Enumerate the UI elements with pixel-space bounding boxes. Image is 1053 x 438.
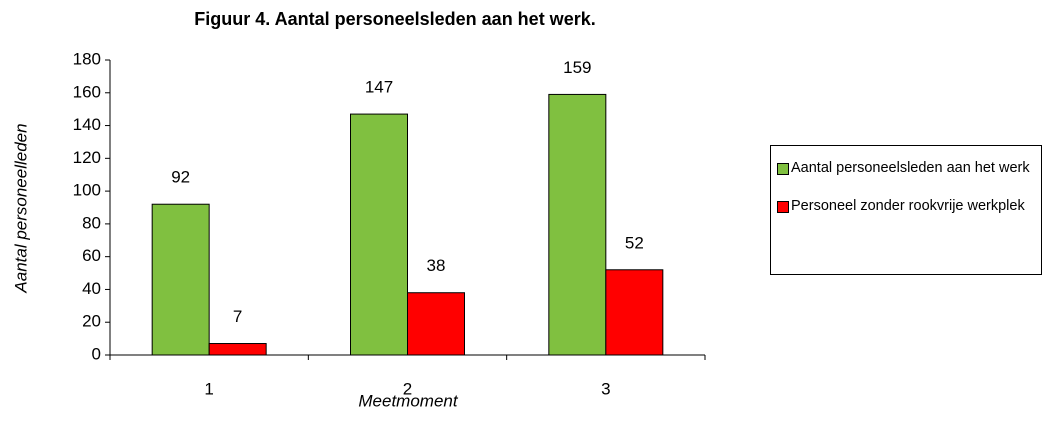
y-tick-label: 180 (73, 49, 101, 68)
data-label: 92 (171, 168, 190, 187)
chart-title: Figuur 4. Aantal personeelsleden aan het… (194, 9, 595, 29)
data-label: 7 (233, 307, 242, 326)
bar (548, 93, 607, 356)
y-tick-label: 20 (82, 312, 101, 331)
x-tick-label: 1 (204, 379, 213, 398)
y-tick-label: 60 (82, 246, 101, 265)
y-tick-label: 120 (73, 148, 101, 167)
bar (605, 269, 664, 356)
y-tick-label: 80 (82, 213, 101, 232)
y-tick-label: 40 (82, 279, 101, 298)
bar (350, 113, 408, 356)
data-label: 38 (427, 256, 446, 275)
legend-swatch (777, 163, 789, 175)
y-tick-label: 160 (73, 82, 101, 101)
data-label: 147 (365, 78, 393, 97)
y-tick-label: 0 (92, 344, 101, 363)
legend-swatch (777, 201, 789, 213)
bar (208, 343, 267, 356)
y-axis-label: Aantal personeelleden (11, 123, 30, 293)
y-tick-label: 140 (73, 115, 101, 134)
data-label: 159 (563, 58, 591, 77)
legend: Aantal personeelsleden aan het werk Perso… (770, 145, 1042, 275)
legend-item: Aantal personeelsleden aan het werk (777, 158, 1035, 178)
x-tick-label: 2 (403, 379, 412, 398)
data-label: 52 (625, 233, 644, 252)
bar (151, 203, 210, 356)
x-tick-label: 3 (601, 379, 610, 398)
legend-item: Personeel zonder rookvrije werkplek (777, 196, 1035, 216)
y-tick-label: 100 (73, 181, 101, 200)
legend-label: Personeel zonder rookvrije werkplek (791, 198, 1025, 214)
bar (407, 292, 465, 356)
x-axis-label: Meetmoment (358, 391, 458, 410)
legend-label: Aantal personeelsleden aan het werk (791, 160, 1030, 176)
